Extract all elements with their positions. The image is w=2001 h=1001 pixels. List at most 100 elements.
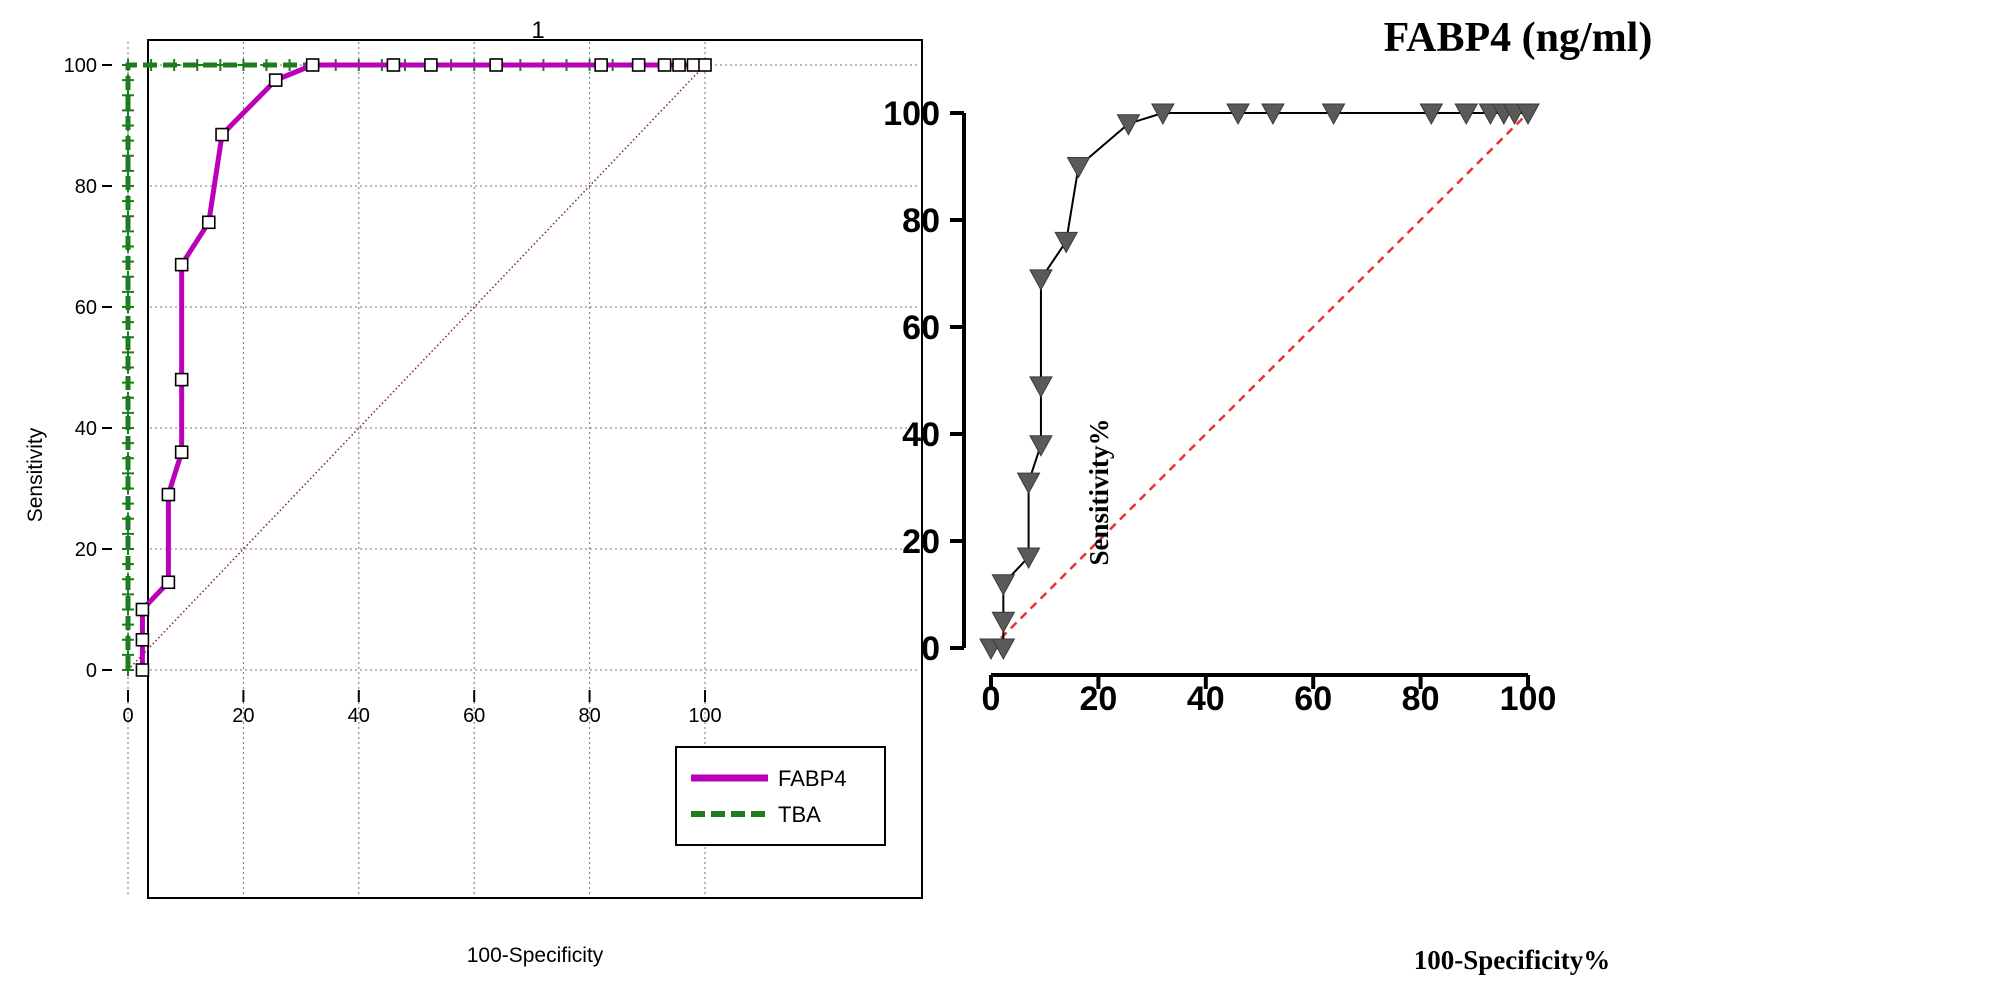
tba-point: [122, 512, 134, 525]
tba-point: [122, 558, 134, 571]
right-roc-point: [1454, 103, 1479, 126]
left-y-tick-label: 60: [75, 297, 97, 319]
tba-point: [122, 180, 134, 192]
right-roc-line: [991, 112, 1528, 649]
legend-fabp4-label: FABP4: [778, 766, 846, 791]
tba-point: [122, 316, 134, 329]
fabp4-point: [161, 575, 176, 590]
tba-point: [122, 195, 134, 208]
fabp4-point: [686, 58, 701, 72]
right-roc-point: [1150, 103, 1175, 126]
fabp4-point: [594, 58, 608, 72]
left-x-tick-label: 40: [348, 705, 370, 727]
fabp4-point: [268, 73, 283, 87]
left-y-axis-label: Sensitivity: [24, 427, 47, 522]
fabp4-point: [201, 215, 216, 230]
roc-chart-left: 1 0 20 40 60 80 100 0 20 40 60 80 100 100-Specifici…: [24, 17, 923, 967]
right-y-tick-label: 80: [902, 202, 940, 240]
right-reference-diagonal: [990, 112, 1529, 649]
tba-point: [122, 573, 134, 586]
tba-point: [122, 134, 134, 147]
fabp4-point: [174, 445, 189, 460]
tba-point: [214, 59, 227, 71]
tba-point: [122, 240, 134, 253]
tba-point: [122, 346, 134, 359]
left-axis-ticks: 0 20 40 60 80 100 0 20 40 60 80 100: [64, 55, 722, 727]
tba-point: [122, 301, 134, 313]
tba-point: [122, 452, 134, 465]
left-y-tick-label: 40: [75, 418, 97, 440]
left-chart-title: 1: [531, 17, 544, 44]
tba-point: [145, 59, 158, 71]
fabp4-point: [657, 58, 672, 72]
tba-point: [122, 331, 134, 344]
right-roc-point: [1016, 472, 1041, 495]
right-chart-title: FABP4 (ng/ml): [1384, 15, 1653, 61]
left-y-tick-label: 80: [75, 176, 97, 198]
right-axis-ticks: 0 20 40 60 80 100 0 20 40 60 80 100: [883, 95, 1556, 718]
fabp4-point: [631, 58, 646, 72]
right-roc-point: [1226, 103, 1250, 126]
right-roc-point: [1261, 103, 1285, 126]
fabp4-point: [672, 58, 686, 72]
right-roc-point: [1029, 376, 1053, 398]
right-reference-line: [990, 112, 1529, 649]
tba-point: [122, 543, 134, 555]
right-roc-point: [1321, 103, 1346, 126]
fabp4-point: [489, 58, 503, 72]
tba-point: [122, 164, 134, 177]
left-x-tick-label: 20: [232, 705, 254, 727]
right-x-axis-label: 100-Specificity%: [1414, 945, 1610, 975]
right-x-tick-label: 0: [982, 680, 1001, 718]
right-roc-point: [991, 574, 1016, 596]
tba-point: [122, 467, 134, 480]
left-x-tick-label: 60: [463, 705, 485, 727]
left-y-tick-label: 0: [86, 660, 97, 682]
tba-point: [191, 59, 204, 71]
right-y-tick-label: 0: [921, 630, 940, 668]
left-plot-frame: [147, 39, 923, 899]
fabp4-point: [161, 487, 176, 502]
left-series-layer: [122, 58, 712, 677]
fabp4-point: [305, 58, 320, 72]
tba-point: [122, 406, 134, 419]
legend-tba-label: TBA: [778, 802, 821, 827]
left-y-tick-label: 100: [64, 55, 97, 77]
left-x-tick-label: 80: [578, 705, 600, 727]
fabp4-point: [174, 372, 189, 387]
tba-point: [122, 210, 134, 223]
right-y-tick-label: 20: [902, 523, 940, 561]
left-legend-box: [675, 746, 886, 846]
right-x-tick-label: 60: [1294, 680, 1332, 718]
right-x-tick-label: 80: [1402, 680, 1440, 718]
right-y-tick-label: 100: [883, 95, 940, 133]
left-reference-diagonal: [127, 64, 706, 671]
tba-point: [122, 74, 134, 87]
tba-point: [122, 391, 134, 404]
fabp4-point: [135, 632, 150, 647]
right-roc-point: [991, 611, 1016, 634]
tba-point: [122, 89, 134, 102]
left-legend: FABP4 TBA: [675, 746, 886, 846]
tba-point: [237, 59, 250, 71]
right-roc-point: [1419, 103, 1444, 126]
tba-point: [168, 59, 181, 71]
tba-point: [122, 285, 134, 298]
tba-point: [122, 664, 134, 676]
left-x-tick-label: 100: [688, 705, 721, 727]
tba-point: [283, 59, 296, 71]
tba-point: [122, 376, 134, 389]
left-y-tick-label: 20: [75, 539, 97, 561]
right-x-tick-label: 40: [1187, 680, 1225, 718]
tba-point: [122, 588, 134, 601]
right-y-tick-label: 60: [902, 309, 940, 347]
right-series-layer: [979, 103, 1540, 661]
tba-point: [122, 104, 134, 117]
tba-point: [122, 497, 134, 510]
tba-point: [122, 527, 134, 540]
right-roc-point: [1116, 114, 1141, 136]
right-roc-point: [1516, 103, 1540, 126]
right-roc-point: [1016, 547, 1041, 570]
right-y-tick-label: 40: [902, 416, 940, 454]
